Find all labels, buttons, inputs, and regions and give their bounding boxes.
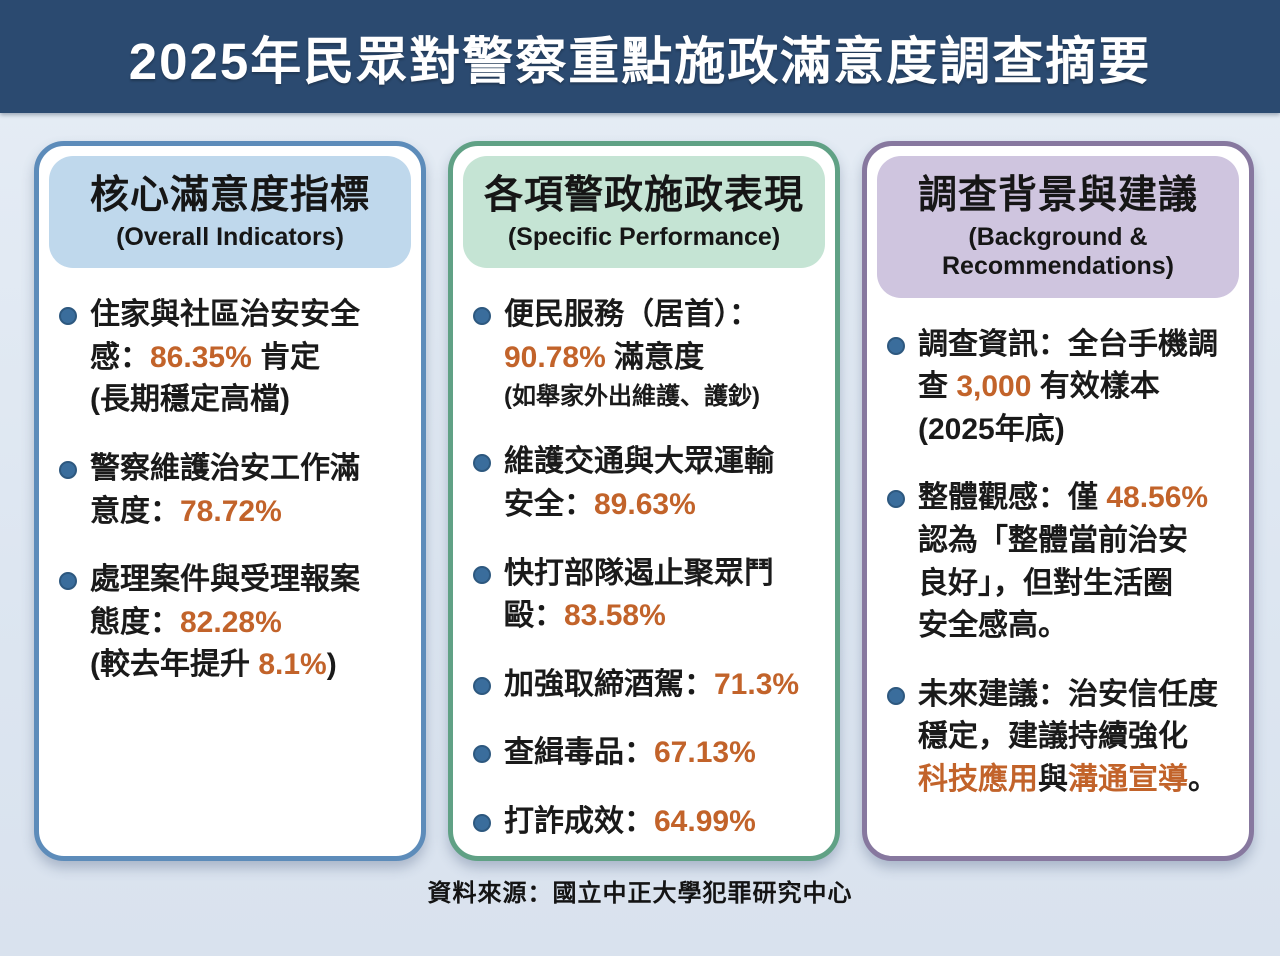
- bullet-text: 查緝毒品：67.13%: [504, 736, 756, 770]
- bullet-list: 住家與社區治安安全 感：86.35% 肯定 (長期穩定高檔) 警察維護治安工作滿 意度：…: [39, 294, 421, 713]
- card-title: 各項警政施政表現: [483, 174, 804, 217]
- bullet-list: 調查資訊：全台手機調查 3,000 有效樣本 (2025年底) 整體觀感：僅 48.…: [867, 324, 1249, 828]
- bullet-dot-icon: [59, 460, 77, 479]
- bullet-dot-icon: [473, 454, 491, 473]
- bullet-text: 加強取締酒駕：71.3%: [504, 667, 800, 701]
- bullet-item: 住家與社區治安安全 感：86.35% 肯定 (長期穩定高檔): [59, 294, 405, 422]
- bullet-item: 維護交通與大眾運輸 安全：89.63%: [473, 441, 819, 526]
- bullet-item: 加強取締酒駕：71.3%: [473, 664, 819, 707]
- card-subtitle: (Background & Recommendations): [942, 222, 1174, 281]
- source-note: 資料來源：國立中正大學犯罪研究中心: [427, 880, 853, 907]
- bullet-list: 便民服務（居首）： 90.78% 滿意度 (如舉家外出維護、護鈔) 維護交通與大眾運輸…: [453, 294, 835, 856]
- bullet-dot-icon: [887, 490, 905, 509]
- card-title: 調查背景與建議: [917, 174, 1198, 217]
- card-overall-indicators: 核心滿意度指標 (Overall Indicators) 住家與社區治安安全 感：…: [34, 141, 426, 861]
- bullet-item: 未來建議：治安信任度 穩定，建議持續強化 科技應用與溝通宣導。: [887, 674, 1233, 802]
- bullet-text: 處理案件與受理報案 態度：82.28% (較去年提升 8.1%): [90, 563, 360, 682]
- bullet-dot-icon: [59, 572, 77, 591]
- bullet-item: 警察維護治安工作滿 意度：78.72%: [59, 448, 405, 533]
- bullet-dot-icon: [59, 307, 77, 326]
- card-specific-performance: 各項警政施政表現 (Specific Performance) 便民服務（居首）…: [448, 141, 840, 861]
- card-background-recommendations: 調查背景與建議 (Background & Recommendations) 調…: [862, 141, 1254, 861]
- bullet-text: 警察維護治安工作滿 意度：78.72%: [90, 451, 360, 528]
- card-header: 各項警政施政表現 (Specific Performance): [463, 156, 825, 269]
- bullet-item: 便民服務（居首）： 90.78% 滿意度 (如舉家外出維護、護鈔): [473, 294, 819, 415]
- bullet-text: 打詐成效：64.99%: [504, 804, 756, 838]
- bullet-item: 調查資訊：全台手機調查 3,000 有效樣本 (2025年底): [887, 324, 1233, 452]
- bullet-item: 查緝毒品：67.13%: [473, 732, 819, 775]
- card-subtitle: (Specific Performance): [507, 222, 781, 251]
- bullet-item: 整體觀感：僅 48.56% 認為「整體當前治安 良好」，但對生活圈 安全感高。: [887, 477, 1233, 647]
- bullet-text: 住家與社區治安安全 感：86.35% 肯定 (長期穩定高檔): [90, 298, 360, 417]
- bullet-item: 處理案件與受理報案 態度：82.28% (較去年提升 8.1%): [59, 559, 405, 687]
- cards-row: 核心滿意度指標 (Overall Indicators) 住家與社區治安安全 感：…: [0, 113, 1280, 861]
- bullet-dot-icon: [887, 686, 905, 705]
- header-band: 2025年民眾對警察重點施政滿意度調查摘要: [0, 0, 1280, 113]
- bullet-dot-icon: [887, 336, 905, 355]
- bullet-dot-icon: [473, 676, 491, 695]
- card-header: 調查背景與建議 (Background & Recommendations): [877, 156, 1239, 298]
- bullet-dot-icon: [473, 307, 491, 326]
- bullet-dot-icon: [473, 565, 491, 584]
- bullet-item: 快打部隊遏止聚眾鬥 毆：83.58%: [473, 553, 819, 638]
- bullet-dot-icon: [473, 813, 491, 832]
- bullet-text: 便民服務（居首）： 90.78% 滿意度 (如舉家外出維護、護鈔): [504, 298, 760, 411]
- card-title: 核心滿意度指標: [89, 174, 370, 217]
- bullet-text: 整體觀感：僅 48.56% 認為「整體當前治安 良好」，但對生活圈 安全感高。: [918, 481, 1209, 643]
- card-subtitle: (Overall Indicators): [116, 222, 344, 251]
- bullet-item: 打詐成效：64.99%: [473, 801, 819, 844]
- page-title: 2025年民眾對警察重點施政滿意度調查摘要: [128, 32, 1152, 90]
- bullet-text: 未來建議：治安信任度 穩定，建議持續強化 科技應用與溝通宣導。: [918, 677, 1218, 797]
- bullet-dot-icon: [473, 745, 491, 764]
- bullet-text: 調查資訊：全台手機調查 3,000 有效樣本 (2025年底): [918, 327, 1218, 446]
- bullet-text: 快打部隊遏止聚眾鬥 毆：83.58%: [504, 556, 774, 633]
- bullet-text: 維護交通與大眾運輸 安全：89.63%: [504, 445, 774, 521]
- card-header: 核心滿意度指標 (Overall Indicators): [49, 156, 411, 269]
